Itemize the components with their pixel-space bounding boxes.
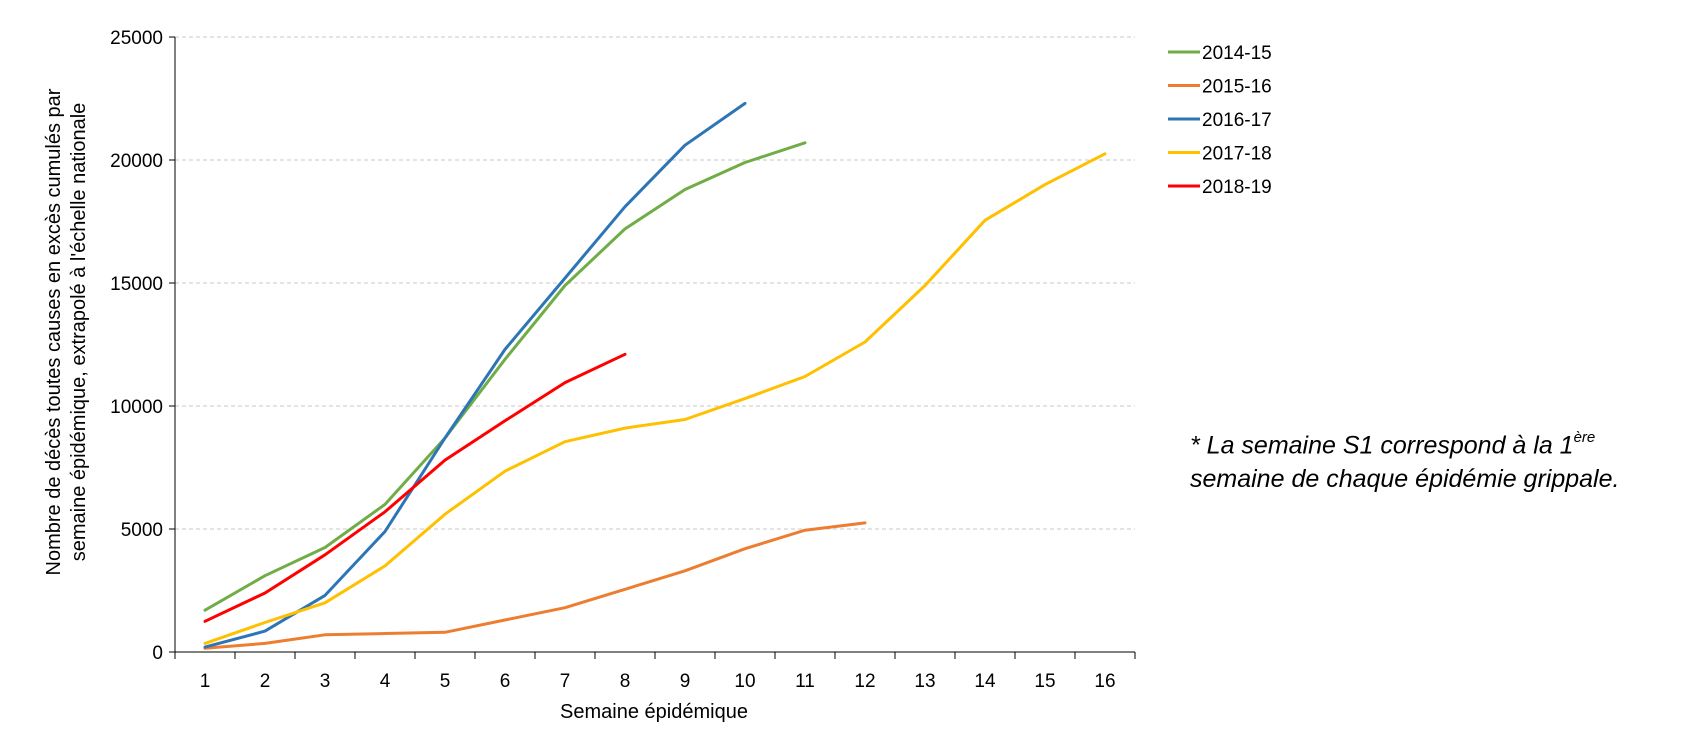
legend-label-2014-15: 2014-15	[1202, 43, 1272, 64]
y-tick-label-25000: 25000	[110, 28, 163, 49]
x-tick-label-13: 13	[914, 671, 935, 692]
x-tick-label-6: 6	[500, 671, 511, 692]
series-line-2015-16	[203, 521, 867, 650]
footnote-superscript: ère	[1573, 429, 1596, 446]
footnote: * La semaine S1 correspond à la 1ère sem…	[1190, 423, 1685, 496]
footnote-line-1: * La semaine S1 correspond à la 1	[1190, 431, 1574, 460]
y-tick-label-15000: 15000	[110, 274, 163, 295]
x-tick-label-14: 14	[974, 671, 996, 692]
x-axis-title: Semaine épidémique	[560, 701, 748, 723]
y-axis-title: Nombre de décès toutes causes en excès c…	[43, 88, 90, 575]
gridlines	[175, 36, 1135, 530]
x-tick-label-8: 8	[620, 671, 631, 692]
legend-item-2017-18: 2017-18	[1168, 144, 1272, 165]
legend-item-2014-15: 2014-15	[1168, 43, 1272, 64]
x-tick-label-11: 11	[795, 671, 815, 692]
legend-label-2017-18: 2017-18	[1202, 144, 1272, 165]
series-line-2018-19	[203, 352, 627, 623]
y-tick-label-10000: 10000	[110, 397, 163, 418]
x-tick-label-15: 15	[1034, 671, 1055, 692]
x-axis-ticks: 1 2 3 4 5 6 7 8 9 10 11 12 13 14 15 16	[174, 652, 1136, 692]
x-tick-label-1: 1	[200, 671, 211, 692]
y-tick-label-0: 0	[152, 643, 163, 664]
legend-label-2018-19: 2018-19	[1202, 177, 1272, 198]
x-tick-label-16: 16	[1094, 671, 1115, 692]
legend-item-2015-16: 2015-16	[1168, 77, 1272, 98]
x-tick-label-2: 2	[260, 671, 271, 692]
x-tick-label-5: 5	[440, 671, 451, 692]
y-axis-ticks: 0 5000 10000 15000 20000 25000	[110, 28, 175, 664]
x-tick-label-9: 9	[680, 671, 691, 692]
series-lines	[203, 101, 1107, 650]
footnote-line-2: semaine de chaque épidémie grippale.	[1190, 465, 1620, 494]
legend-item-2016-17: 2016-17	[1168, 110, 1272, 131]
x-tick-label-10: 10	[734, 671, 755, 692]
x-tick-label-7: 7	[560, 671, 571, 692]
x-tick-label-4: 4	[380, 671, 391, 692]
y-tick-label-5000: 5000	[121, 520, 163, 541]
legend-label-2016-17: 2016-17	[1202, 110, 1272, 131]
y-tick-label-20000: 20000	[110, 151, 163, 172]
legend: 2014-15 2015-16 2016-17 2017-18 2018-19	[1168, 43, 1272, 198]
legend-item-2018-19: 2018-19	[1168, 177, 1272, 198]
series-line-2014-15	[203, 141, 807, 612]
x-tick-label-3: 3	[320, 671, 331, 692]
legend-label-2015-16: 2015-16	[1202, 77, 1272, 98]
y-axis-title-line-2: semaine épidémique, extrapolé à l'échell…	[68, 103, 90, 562]
x-tick-label-12: 12	[854, 671, 875, 692]
series-line-2017-18	[203, 152, 1107, 645]
y-axis-title-line-1: Nombre de décès toutes causes en excès c…	[43, 88, 65, 575]
